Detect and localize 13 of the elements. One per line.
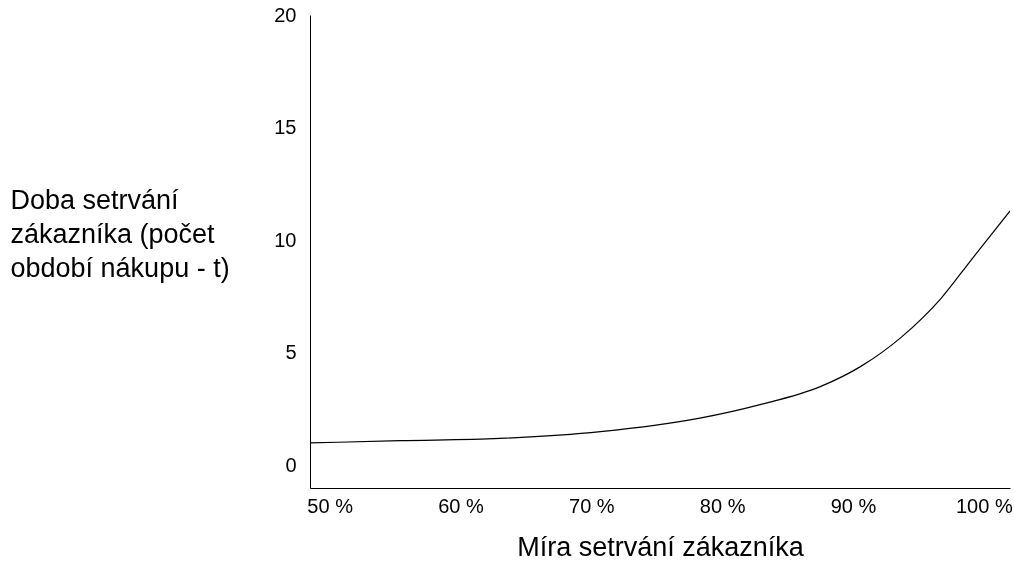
x-tick-label: 50 % [307,494,354,517]
y-tick-label: 15 [274,116,297,139]
x-tick-label: 60 % [438,494,484,517]
y-tick-label: 20 [274,3,297,26]
y-axis-title: Doba setrvání zákazníka (počet období nákupu - t) [10,184,230,283]
x-tick-label: 100 % [955,494,1013,517]
x-tick-label: 80 % [699,494,746,517]
y-tick-label: 10 [274,228,297,251]
x-axis-title: Míra setrvání zákazníka [517,531,805,562]
x-tick-label: 70 % [569,494,615,517]
y-tick-label: 5 [285,341,297,364]
y-tick-label: 0 [285,453,297,476]
x-tick-label: 90 % [830,494,877,517]
